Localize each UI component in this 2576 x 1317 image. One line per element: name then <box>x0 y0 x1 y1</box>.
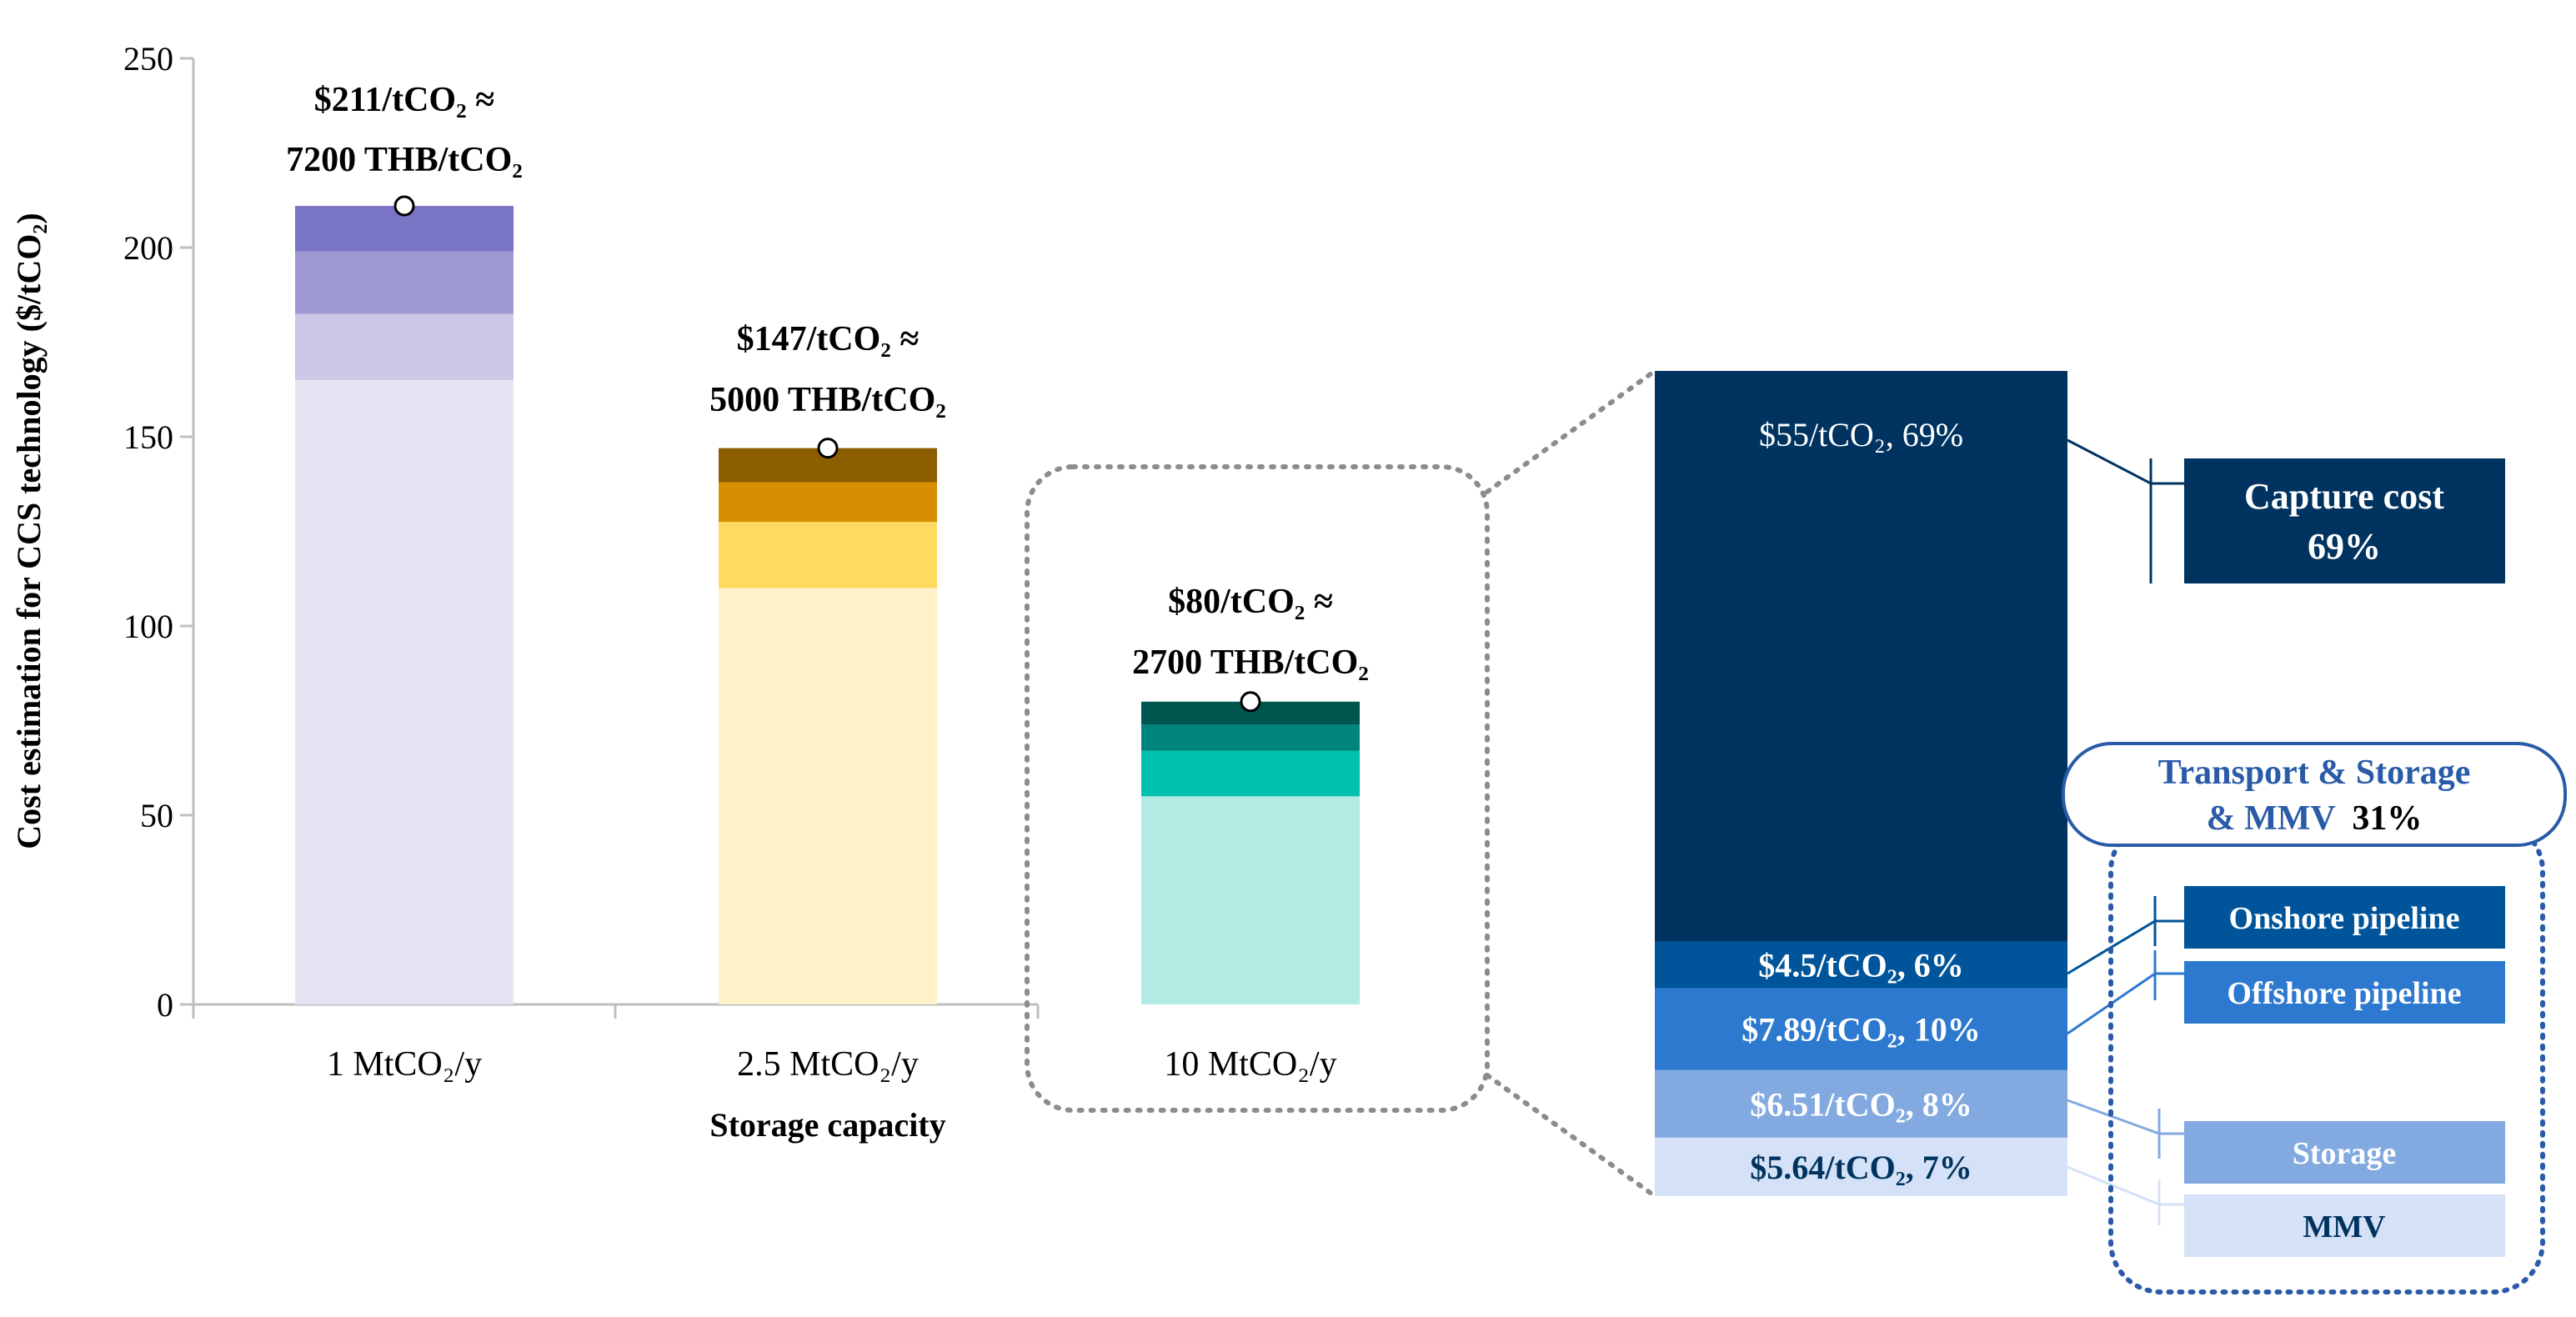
y-tick-label: 250 <box>123 40 173 78</box>
connector-capture <box>2067 438 2152 485</box>
breakdown-label: $4.5/tCO₂, 6% <box>1758 947 1963 984</box>
bar-total-label: $147/tCO₂ ≈ <box>737 320 920 358</box>
bar-segment <box>1141 750 1360 797</box>
breakdown-segment <box>1655 1069 2067 1138</box>
total-marker <box>1240 691 1261 713</box>
legend-storage-label: Storage <box>2293 1136 2397 1171</box>
breakdown-bar: $5.64/tCO₂, 7% $6.51/tCO₂, 8% $7.89/tCO₂, … <box>1655 371 2067 1196</box>
bar-total-label: 2700 THB/tCO₂ <box>1132 643 1369 682</box>
legend-mmv-box <box>2184 1194 2505 1257</box>
connector-mmv <box>2067 1165 2188 1206</box>
y-ticks: 0 50 100 150 200 250 <box>123 40 193 1024</box>
bar-total-label: 7200 THB/tCO₂ <box>286 141 523 179</box>
legend-offshore-box <box>2184 961 2505 1024</box>
highlight-box <box>1025 464 1490 1113</box>
y-tick-label: 200 <box>123 229 173 267</box>
x-tick-label: 2.5 MtCO₂/y <box>737 1045 919 1084</box>
bar-segment <box>719 588 937 1004</box>
bar-segment <box>719 482 937 523</box>
legend-mmv-label: MMV <box>2303 1209 2386 1244</box>
legend-capture-pct: 69% <box>2308 526 2381 567</box>
legend-storage-box <box>2184 1121 2505 1184</box>
breakdown-label: $55/tCO₂, 69% <box>1759 416 1963 453</box>
y-axis-title: Cost estimation for CCS technology ($/tC… <box>10 213 48 849</box>
y-tick-label: 50 <box>140 797 173 834</box>
bar-segment <box>1141 724 1360 751</box>
breakdown-label: $7.89/tCO₂, 10% <box>1742 1011 1980 1049</box>
total-marker <box>817 438 839 459</box>
legend-transport-pct: 31% <box>2352 799 2422 838</box>
bars <box>295 195 1360 1004</box>
bar-total-label: $80/tCO₂ ≈ <box>1168 583 1333 621</box>
bar-segment <box>719 522 937 588</box>
breakdown-segment <box>1655 941 2067 989</box>
legend-onshore-label: Onshore pipeline <box>2229 901 2460 936</box>
bar-segment <box>295 379 514 1004</box>
bar-segment <box>295 251 514 314</box>
connector-onshore <box>2067 919 2188 975</box>
bar-total-label: $211/tCO₂ ≈ <box>314 81 494 119</box>
zoom-line-top <box>1485 368 1657 494</box>
x-axis <box>192 1003 1040 1019</box>
breakdown-label: $5.64/tCO₂, 7% <box>1750 1149 1972 1186</box>
y-tick-label: 100 <box>123 608 173 645</box>
legend-capture-box <box>2184 458 2505 583</box>
y-tick-label: 0 <box>157 986 173 1024</box>
connector-offshore <box>2067 972 2188 1035</box>
connector-storage <box>2067 1099 2188 1135</box>
bar-total-label: 5000 THB/tCO₂ <box>709 381 946 419</box>
legend-onshore-box <box>2184 886 2505 949</box>
legend-transport-line2: & MMV <box>2207 799 2336 838</box>
connectors <box>2067 438 2188 1225</box>
breakdown-segment <box>1655 1137 2067 1196</box>
x-axis-title: Storage capacity <box>709 1106 945 1144</box>
legend-capture-title: Capture cost <box>2244 476 2444 517</box>
x-tick-label: 10 MtCO₂/y <box>1164 1045 1336 1084</box>
x-tick-label: 1 MtCO₂/y <box>327 1045 482 1084</box>
legend-transport-title-2: & MMV 31% <box>2207 799 2423 838</box>
breakdown-label: $6.51/tCO₂, 8% <box>1750 1085 1972 1123</box>
breakdown-segment <box>1655 988 2067 1070</box>
legend-transport-line1: Transport & Storage <box>2158 754 2471 792</box>
y-tick-label: 150 <box>123 418 173 456</box>
bar-segment <box>295 313 514 380</box>
legend-transport-title: Transport & Storage <box>2158 754 2471 792</box>
legend-transport-header <box>2062 742 2567 847</box>
breakdown-segment <box>1655 371 2067 942</box>
bar-segment <box>1141 796 1360 1004</box>
legend-offshore-label: Offshore pipeline <box>2227 976 2461 1011</box>
zoom-line-bottom <box>1485 1073 1657 1199</box>
total-marker <box>393 195 415 217</box>
